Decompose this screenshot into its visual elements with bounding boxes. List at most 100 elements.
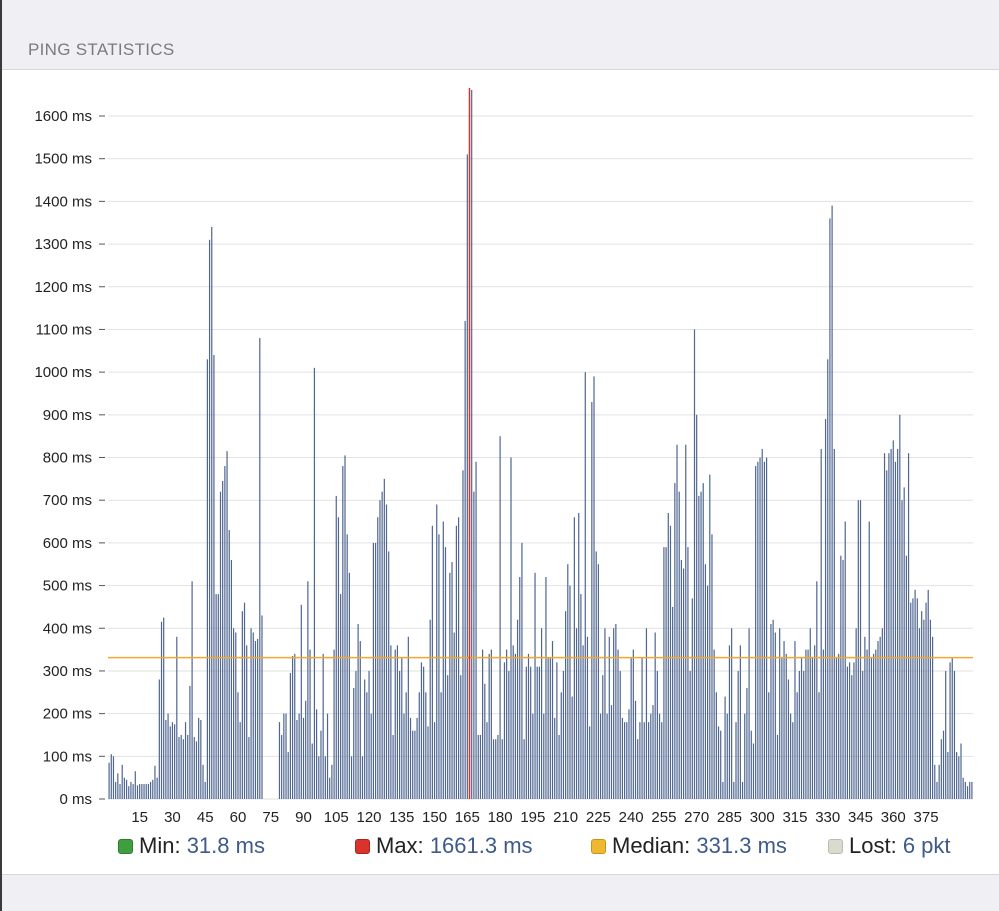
bar <box>905 555 907 799</box>
bar <box>604 628 606 799</box>
bar <box>484 683 486 799</box>
bar <box>298 713 300 800</box>
bar <box>342 466 344 799</box>
bar <box>816 581 818 799</box>
bar <box>942 730 945 799</box>
bar <box>947 752 949 799</box>
bar <box>951 658 953 799</box>
bar <box>739 645 741 800</box>
bar <box>466 154 468 800</box>
bar <box>350 756 353 799</box>
bar <box>534 572 536 799</box>
bar <box>112 756 115 799</box>
bar <box>361 756 364 799</box>
bar <box>619 670 621 799</box>
y-tick-label: 300 ms <box>43 663 92 680</box>
bar <box>202 764 204 799</box>
bar <box>449 572 451 799</box>
bar <box>835 658 838 799</box>
bar <box>803 670 805 799</box>
bar <box>516 619 519 799</box>
bar <box>259 337 261 799</box>
bar <box>770 623 772 799</box>
x-tick-label: 285 <box>717 809 742 826</box>
bar <box>757 461 759 799</box>
bar <box>248 737 250 799</box>
legend-lost: Lost: 6 pkt <box>828 833 951 859</box>
bar <box>429 619 431 799</box>
bar <box>357 623 359 799</box>
bar <box>831 205 833 799</box>
bar <box>617 649 619 799</box>
bar <box>294 653 296 799</box>
bar <box>630 658 632 799</box>
x-tick-label: 90 <box>295 809 312 826</box>
bar <box>676 444 678 799</box>
bar <box>182 739 184 799</box>
bar <box>305 700 307 799</box>
bar <box>958 756 960 799</box>
bar <box>814 645 816 800</box>
bar <box>460 675 462 799</box>
bar <box>412 730 414 799</box>
bar <box>892 440 894 799</box>
bar <box>492 739 495 799</box>
bar <box>543 713 545 800</box>
bar <box>807 649 809 799</box>
bar <box>523 739 525 799</box>
bar <box>370 713 372 800</box>
bar <box>875 649 877 799</box>
bar <box>246 645 248 800</box>
bar <box>709 474 711 799</box>
bar <box>399 670 401 799</box>
y-tick-label: 500 ms <box>43 578 92 595</box>
bar <box>252 632 254 799</box>
bar <box>571 696 573 799</box>
bar <box>235 632 237 799</box>
bar <box>165 720 167 799</box>
bar <box>901 500 903 799</box>
bar <box>578 512 580 799</box>
bar <box>715 692 717 799</box>
bar <box>949 662 951 799</box>
bar <box>811 658 814 799</box>
bar <box>141 784 143 799</box>
bar <box>713 649 715 799</box>
x-tick-label: 15 <box>131 809 148 826</box>
bar <box>291 656 294 799</box>
bar <box>938 764 940 799</box>
bar <box>844 521 846 799</box>
bar <box>479 734 482 799</box>
bar <box>610 705 613 799</box>
bar <box>971 781 973 799</box>
bar <box>191 581 193 799</box>
reference-lines <box>108 88 973 799</box>
bar <box>340 594 342 799</box>
bar <box>473 491 475 799</box>
bar <box>333 649 335 799</box>
bar <box>772 619 774 799</box>
bar <box>119 784 121 799</box>
bar <box>514 653 516 799</box>
bar <box>392 734 394 799</box>
bar <box>471 89 473 799</box>
bar <box>650 713 652 800</box>
bar <box>741 781 744 799</box>
legend-median-value: 331.3 ms <box>696 833 787 858</box>
x-tick-label: 75 <box>262 809 279 826</box>
legend-max: Max: 1661.3 ms <box>355 833 533 859</box>
bar <box>346 534 348 799</box>
bar <box>425 692 427 799</box>
bar <box>733 781 735 799</box>
bar <box>208 239 211 800</box>
bar <box>680 559 682 799</box>
bar <box>608 636 610 799</box>
bar <box>174 724 176 799</box>
bar <box>300 604 302 799</box>
bar <box>540 628 543 799</box>
bar <box>525 666 527 799</box>
legend-max-label: Max: <box>376 833 424 858</box>
bar <box>726 713 728 800</box>
bar <box>115 781 117 799</box>
bar <box>763 461 765 799</box>
